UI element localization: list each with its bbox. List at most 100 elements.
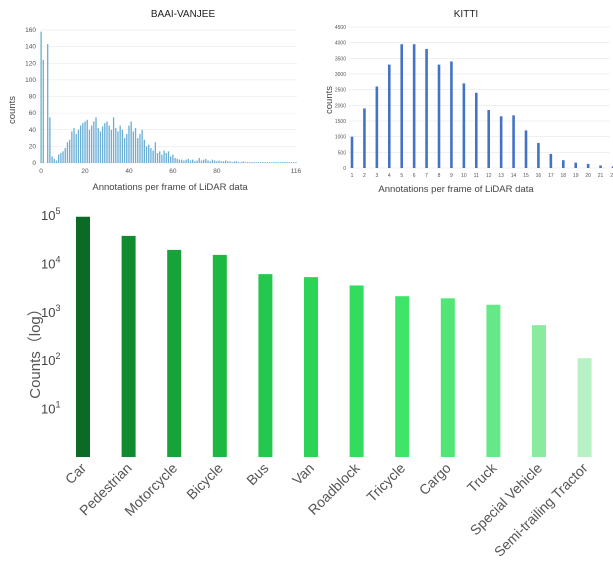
baai-bar xyxy=(189,160,192,163)
kitti-bar xyxy=(400,44,404,168)
baai-bar xyxy=(260,162,262,163)
kitti-bar xyxy=(412,44,416,168)
baai-bar xyxy=(95,117,97,163)
kitti-bar xyxy=(387,64,391,168)
kitti-bar xyxy=(375,86,379,168)
baai-vanjee-xlabel: Annotations per frame of LiDAR data xyxy=(92,182,248,193)
kitti-x-tick-label: 2 xyxy=(363,173,366,179)
kitti-bar xyxy=(350,136,354,168)
kitti-bar xyxy=(574,162,578,168)
baai-bar xyxy=(97,128,99,163)
log-y-tick-label: 103 xyxy=(41,303,60,320)
baai-bar xyxy=(115,128,117,163)
kitti-x-tick-label: 12 xyxy=(486,173,492,179)
log-y-tick-label: 101 xyxy=(41,400,60,417)
baai-bar xyxy=(66,142,69,163)
baai-bar xyxy=(137,138,139,163)
baai-bar xyxy=(126,133,128,163)
baai-bar xyxy=(42,59,44,163)
baai-x-tick-label: 60 xyxy=(169,168,177,175)
baai-bar xyxy=(295,162,297,163)
kitti-x-tick-label: 18 xyxy=(561,173,567,179)
kitti-y-tick-label: 4500 xyxy=(335,25,346,31)
baai-bar xyxy=(161,154,163,163)
kitti-x-tick-label: 16 xyxy=(536,173,542,179)
baai-vanjee-bars xyxy=(40,31,297,163)
baai-bar xyxy=(49,117,51,163)
log-bar xyxy=(532,325,546,457)
kitti-bar xyxy=(425,48,428,168)
baai-vanjee-chart: BAAI-VANJEE 0 20 40 60 80 100 120 140 160 0 20 40 6… xyxy=(7,9,301,193)
log-bar xyxy=(121,235,136,457)
baai-bar xyxy=(110,129,113,163)
baai-bar xyxy=(106,121,108,163)
log-bar xyxy=(349,285,364,457)
baai-bar xyxy=(104,123,106,163)
baai-bar xyxy=(178,159,181,163)
baai-bar xyxy=(271,162,273,163)
baai-bar xyxy=(262,162,264,163)
baai-bar xyxy=(79,125,82,163)
baai-bar xyxy=(139,133,141,163)
kitti-x-tick-label: 22 xyxy=(610,173,613,179)
kitti-xlabel: Annotations per frame of LiDAR data xyxy=(378,184,534,195)
baai-bar xyxy=(64,148,66,163)
baai-bar xyxy=(123,138,126,163)
baai-y-tick-label: 80 xyxy=(29,94,37,101)
baai-y-tick-label: 120 xyxy=(25,60,36,67)
log-category-label: Tricycle xyxy=(363,460,408,505)
baai-bar xyxy=(101,126,104,163)
baai-bar xyxy=(181,159,183,163)
baai-y-tick-label: 100 xyxy=(25,77,36,84)
kitti-bar xyxy=(437,64,441,168)
log-bar xyxy=(258,274,273,457)
kitti-bar xyxy=(524,130,528,168)
baai-bar xyxy=(90,125,93,163)
kitti-y-tick-label: 3000 xyxy=(335,72,346,78)
baai-bar xyxy=(159,151,161,163)
kitti-y-tick-label: 0 xyxy=(343,166,346,172)
log-bar xyxy=(440,298,455,457)
baai-bar xyxy=(68,139,71,163)
baai-vanjee-y-ticks: 0 20 40 60 80 100 120 140 160 xyxy=(25,27,36,167)
baai-bar xyxy=(238,162,240,163)
kitti-y-ticks: 0 500 1000 1500 2000 2500 3000 3500 4000 4500 xyxy=(335,25,346,172)
baai-bar xyxy=(86,119,88,163)
kitti-y-tick-label: 500 xyxy=(338,150,347,156)
baai-bar xyxy=(88,129,91,163)
kitti-bars xyxy=(350,44,613,168)
baai-bar xyxy=(47,44,49,163)
baai-bar xyxy=(235,161,238,163)
log-category-label: Cargo xyxy=(416,460,454,498)
baai-bar xyxy=(156,153,159,163)
baai-bar xyxy=(288,162,290,163)
baai-bar xyxy=(141,129,143,163)
log-bar xyxy=(304,277,318,457)
kitti-chart: KITTI 0500100015002000250030003500400045… xyxy=(324,9,613,195)
log-bar xyxy=(486,304,501,457)
baai-bar xyxy=(165,153,167,163)
baai-bar xyxy=(200,160,203,163)
kitti-x-tick-label: 21 xyxy=(598,173,604,179)
kitti-x-tick-label: 4 xyxy=(388,173,391,179)
baai-bar xyxy=(99,131,102,163)
baai-bar xyxy=(150,148,152,163)
baai-bar xyxy=(222,161,225,163)
baai-bar xyxy=(209,161,211,163)
baai-bar xyxy=(130,121,132,163)
kitti-x-ticks: 12345678910111213141516171819202122 xyxy=(351,173,613,179)
baai-bar xyxy=(187,158,189,163)
kitti-y-tick-label: 2000 xyxy=(335,103,346,109)
kitti-bar xyxy=(512,115,515,168)
baai-bar xyxy=(242,161,244,163)
baai-bar xyxy=(249,162,251,163)
kitti-bar xyxy=(462,83,466,168)
baai-bar xyxy=(240,162,242,163)
kitti-bar xyxy=(561,160,565,168)
baai-x-tick-label: 80 xyxy=(213,168,221,175)
kitti-x-tick-label: 14 xyxy=(511,173,517,179)
baai-bar xyxy=(167,151,170,163)
